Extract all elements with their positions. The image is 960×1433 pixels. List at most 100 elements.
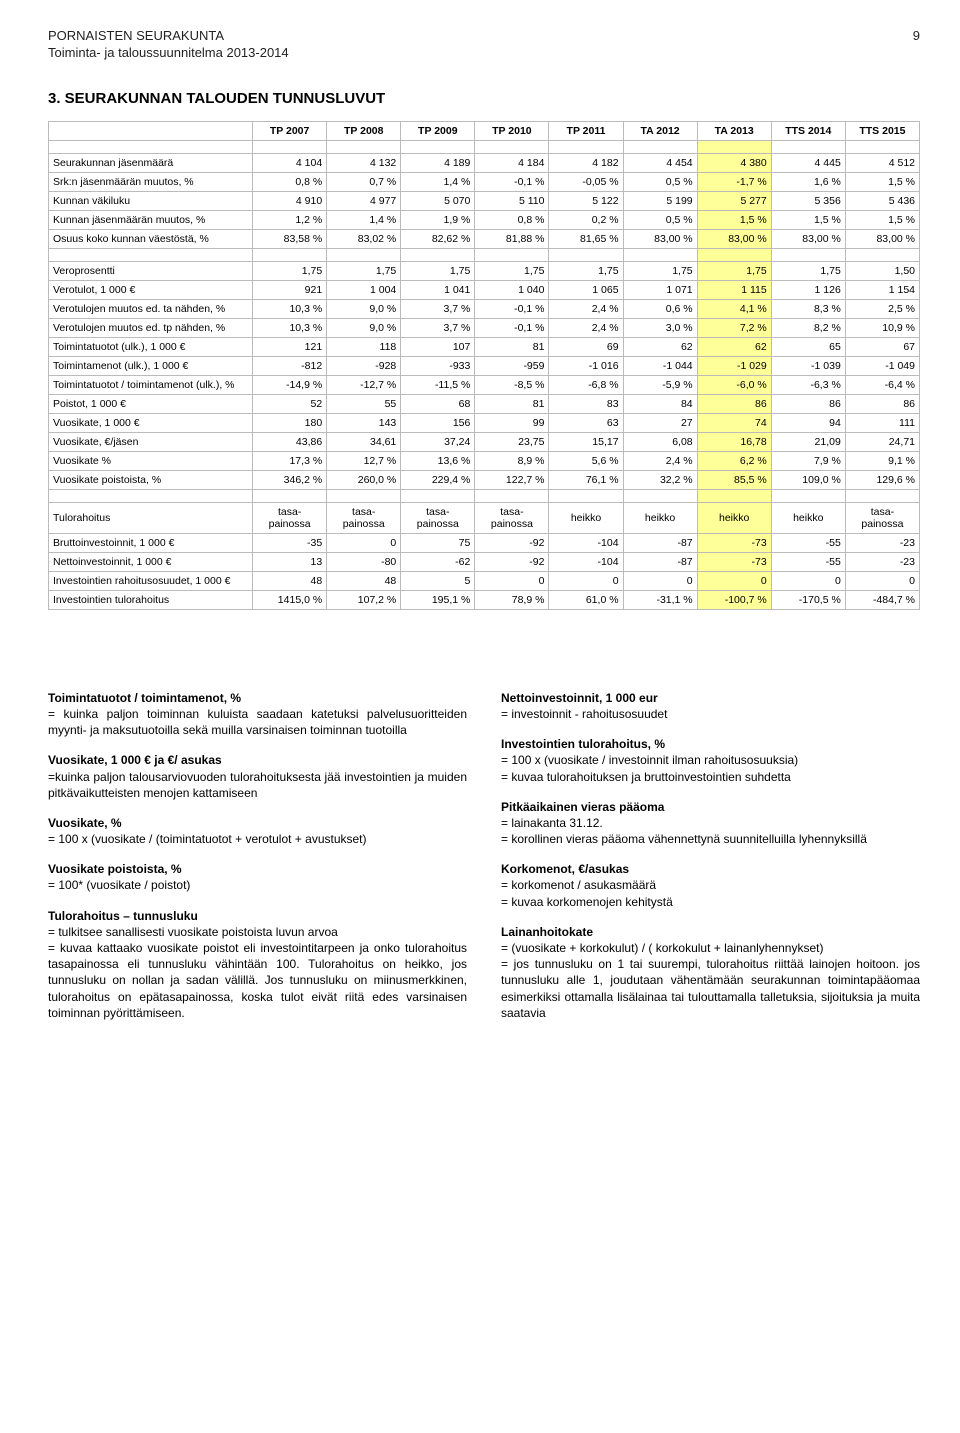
cell: -1,7 % [697,172,771,191]
cell: tasa-painossa [253,502,327,533]
cell: 109,0 % [771,470,845,489]
cell: 94 [771,413,845,432]
definition-title: Investointien tulorahoitus, % [501,736,920,752]
cell: 0,2 % [549,210,623,229]
table-row: Toimintatuotot (ulk.), 1 000 €1211181078… [49,337,920,356]
table-row: Investointien rahoitusosuudet, 1 000 €48… [49,571,920,590]
definition-line: = kuvaa kattaako vuosikate poistot eli i… [48,940,467,1021]
table-row: Kunnan jäsenmäärän muutos, %1,2 %1,4 %1,… [49,210,920,229]
cell: 61,0 % [549,590,623,609]
cell: heikko [771,502,845,533]
cell: heikko [623,502,697,533]
cell: 10,3 % [253,318,327,337]
definition-line: = lainakanta 31.12. [501,815,920,831]
cell: 3,7 % [401,318,475,337]
cell: 4 184 [475,153,549,172]
cell: tasa-painossa [475,502,549,533]
col-header: TP 2011 [549,121,623,140]
row-label: Srk:n jäsenmäärän muutos, % [49,172,253,191]
cell: 1,75 [253,261,327,280]
cell: 81,88 % [475,229,549,248]
cell: tasa-painossa [845,502,919,533]
cell: -1 044 [623,356,697,375]
cell: 5 199 [623,191,697,210]
cell: 81 [475,394,549,413]
table-row: Vuosikate, 1 000 €1801431569963277494111 [49,413,920,432]
cell: -23 [845,533,919,552]
definition-line: = kuinka paljon toiminnan kuluista saada… [48,706,467,738]
row-label: Investointien rahoitusosuudet, 1 000 € [49,571,253,590]
row-label: Poistot, 1 000 € [49,394,253,413]
definition-block: Vuosikate, 1 000 € ja €/ asukas=kuinka p… [48,752,467,801]
cell: 1 040 [475,280,549,299]
cell: 0,8 % [475,210,549,229]
cell: 32,2 % [623,470,697,489]
cell: 4 512 [845,153,919,172]
definition-line: = jos tunnusluku on 1 tai suurempi, tulo… [501,956,920,1021]
cell: -73 [697,552,771,571]
cell: 83 [549,394,623,413]
cell: 0,6 % [623,299,697,318]
cell: 1 126 [771,280,845,299]
cell: 78,9 % [475,590,549,609]
cell: 15,17 [549,432,623,451]
cell: 86 [771,394,845,413]
cell: 4 132 [327,153,401,172]
cell: 111 [845,413,919,432]
doc-sub: Toiminta- ja taloussuunnitelma 2013-2014 [48,45,289,62]
cell: 10,3 % [253,299,327,318]
cell: -55 [771,552,845,571]
defs-left: Toimintatuotot / toimintamenot, %= kuink… [48,690,467,1035]
cell: 1,75 [549,261,623,280]
row-label: Toimintatuotot (ulk.), 1 000 € [49,337,253,356]
definition-block: Vuosikate, %= 100 x (vuosikate / (toimin… [48,815,467,847]
cell: 1,5 % [845,210,919,229]
definition-block: Nettoinvestoinnit, 1 000 eur= investoinn… [501,690,920,722]
cell: 83,00 % [771,229,845,248]
table-row: Investointien tulorahoitus1415,0 %107,2 … [49,590,920,609]
definition-block: Pitkäaikainen vieras pääoma= lainakanta … [501,799,920,848]
cell: 121 [253,337,327,356]
cell: 24,71 [845,432,919,451]
cell: 8,2 % [771,318,845,337]
cell: 921 [253,280,327,299]
org-name: PORNAISTEN SEURAKUNTA [48,28,289,45]
section-title: 3. SEURAKUNNAN TALOUDEN TUNNUSLUVUT [48,90,920,107]
row-label: Verotulojen muutos ed. tp nähden, % [49,318,253,337]
table-row: Srk:n jäsenmäärän muutos, %0,8 %0,7 %1,4… [49,172,920,191]
table-row: Seurakunnan jäsenmäärä4 1044 1324 1894 1… [49,153,920,172]
cell: 3,0 % [623,318,697,337]
cell: 4 182 [549,153,623,172]
cell: 1,9 % [401,210,475,229]
row-label: Verotulojen muutos ed. ta nähden, % [49,299,253,318]
col-header: TA 2013 [697,121,771,140]
table-row: Poistot, 1 000 €525568818384868686 [49,394,920,413]
cell: 1 115 [697,280,771,299]
row-label: Verotulot, 1 000 € [49,280,253,299]
cell: 260,0 % [327,470,401,489]
cell: 5 070 [401,191,475,210]
row-label: Tulorahoitus [49,502,253,533]
cell: 180 [253,413,327,432]
cell: tasa-painossa [327,502,401,533]
cell: -35 [253,533,327,552]
cell: 1,5 % [771,210,845,229]
cell: -73 [697,533,771,552]
cell: -62 [401,552,475,571]
cell: 0 [549,571,623,590]
cell: heikko [549,502,623,533]
cell: 1,4 % [401,172,475,191]
col-header: TA 2012 [623,121,697,140]
cell: 1,4 % [327,210,401,229]
cell: 4,1 % [697,299,771,318]
cell: 5 110 [475,191,549,210]
col-header: TP 2008 [327,121,401,140]
table-header-row: TP 2007TP 2008TP 2009TP 2010TP 2011TA 20… [49,121,920,140]
cell: 1 154 [845,280,919,299]
row-label: Vuosikate, 1 000 € [49,413,253,432]
cell: -87 [623,533,697,552]
cell: 7,2 % [697,318,771,337]
cell: -812 [253,356,327,375]
table-row: Vuosikate poistoista, %346,2 %260,0 %229… [49,470,920,489]
cell: 85,5 % [697,470,771,489]
